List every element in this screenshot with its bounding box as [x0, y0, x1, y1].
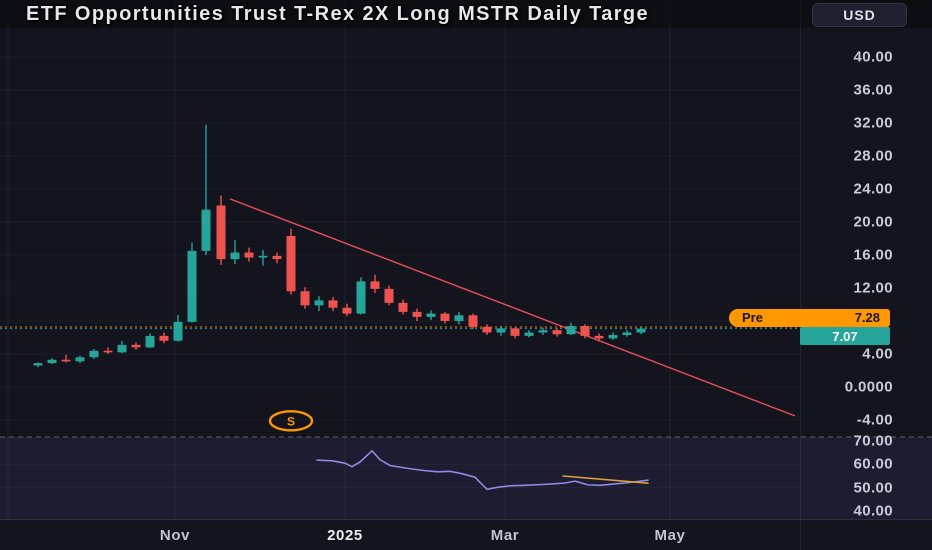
candle [33, 363, 43, 366]
time-tick-label: Mar [490, 527, 520, 544]
price-tick-label: 40.00 [853, 48, 893, 66]
premarket-price-pill: Pre 7.28 [729, 308, 890, 327]
candle [496, 328, 506, 333]
split-marker-circle [268, 410, 314, 432]
price-tick-label: 0.0000 [844, 378, 893, 396]
candle [398, 302, 408, 312]
price-tick-label: 36.00 [853, 81, 893, 99]
candle [201, 209, 211, 251]
candle [580, 325, 590, 336]
indicator-tick-label: 40.00 [853, 502, 893, 520]
candle [538, 330, 548, 333]
candle [272, 255, 282, 260]
indicator-tick-label: 50.00 [853, 479, 893, 497]
candle [342, 307, 352, 314]
candle [216, 205, 226, 260]
candle [524, 332, 534, 336]
candle [622, 332, 632, 336]
candle [131, 344, 141, 348]
candle [412, 311, 422, 317]
candle [258, 255, 268, 258]
candle [468, 315, 478, 327]
candle [328, 300, 338, 308]
premarket-price: 7.28 [854, 310, 880, 326]
candle [566, 325, 576, 335]
price-tick-label: 16.00 [853, 246, 893, 264]
indicator-tick-label: 60.00 [853, 455, 893, 473]
candle [47, 359, 57, 364]
candle [300, 291, 310, 306]
candle [426, 313, 436, 317]
candle [159, 335, 169, 341]
price-tick-label: 24.00 [853, 180, 893, 198]
last-price-label: 7.07 [800, 327, 890, 346]
time-tick-label: May [654, 527, 686, 544]
premarket-label: Pre [742, 310, 763, 326]
candle [187, 250, 197, 322]
indicator-tick-label: 70.00 [853, 432, 893, 450]
chart-title[interactable]: ETF Opportunities Trust T-Rex 2X Long MS… [26, 3, 650, 25]
price-tick-label: -4.00 [856, 411, 893, 429]
candle [510, 328, 520, 336]
candle [89, 350, 99, 358]
price-tick-label: 20.00 [853, 213, 893, 231]
candle [608, 335, 618, 339]
indicator-panel-background [0, 437, 932, 520]
candle [61, 359, 71, 362]
candle [384, 288, 394, 303]
candle [454, 315, 464, 321]
candle [356, 281, 366, 314]
candle [286, 236, 296, 292]
time-tick-label: Nov [159, 527, 191, 544]
candle [173, 321, 183, 341]
split-marker-label: S [287, 414, 295, 428]
candle [145, 335, 155, 348]
candle [440, 313, 450, 321]
currency-button[interactable]: USD [812, 3, 907, 27]
indicator-line [316, 449, 649, 491]
candle [314, 300, 324, 306]
candle [75, 357, 85, 362]
candle [482, 326, 492, 333]
candle [552, 330, 562, 335]
price-tick-label: 28.00 [853, 147, 893, 165]
candle [636, 328, 646, 333]
time-tick-label: 2025 [327, 527, 363, 544]
candle [244, 252, 254, 258]
header-strip [0, 0, 932, 28]
price-tick-label: 32.00 [853, 114, 893, 132]
price-tick-label: 12.00 [853, 279, 893, 297]
candle [230, 252, 240, 260]
candle [117, 344, 127, 353]
trendline[interactable] [229, 198, 796, 417]
indicator-signal-line [562, 475, 649, 485]
candle [370, 281, 380, 289]
candle [103, 350, 113, 353]
price-tick-label: 4.00 [862, 345, 893, 363]
candle [594, 335, 604, 339]
